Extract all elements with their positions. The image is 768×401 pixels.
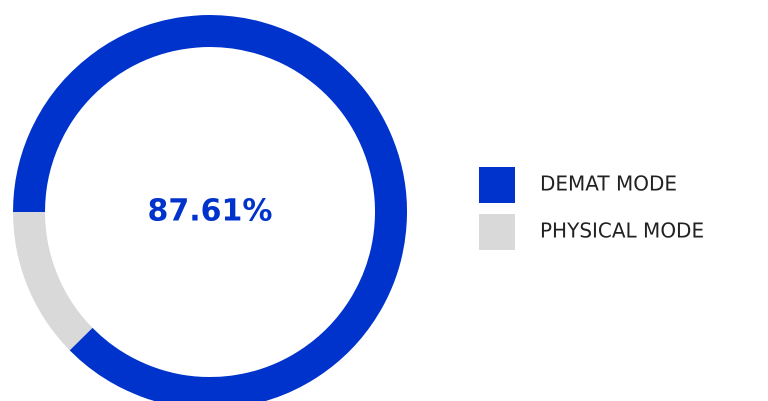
legend-label: DEMAT MODE [540, 172, 677, 196]
donut-segment [13, 15, 407, 401]
legend-swatch [479, 214, 515, 250]
legend-label: PHYSICAL MODE [540, 219, 704, 243]
legend-swatch [479, 167, 515, 203]
donut-segment [13, 211, 93, 351]
center-label: 87.61% [148, 194, 273, 229]
